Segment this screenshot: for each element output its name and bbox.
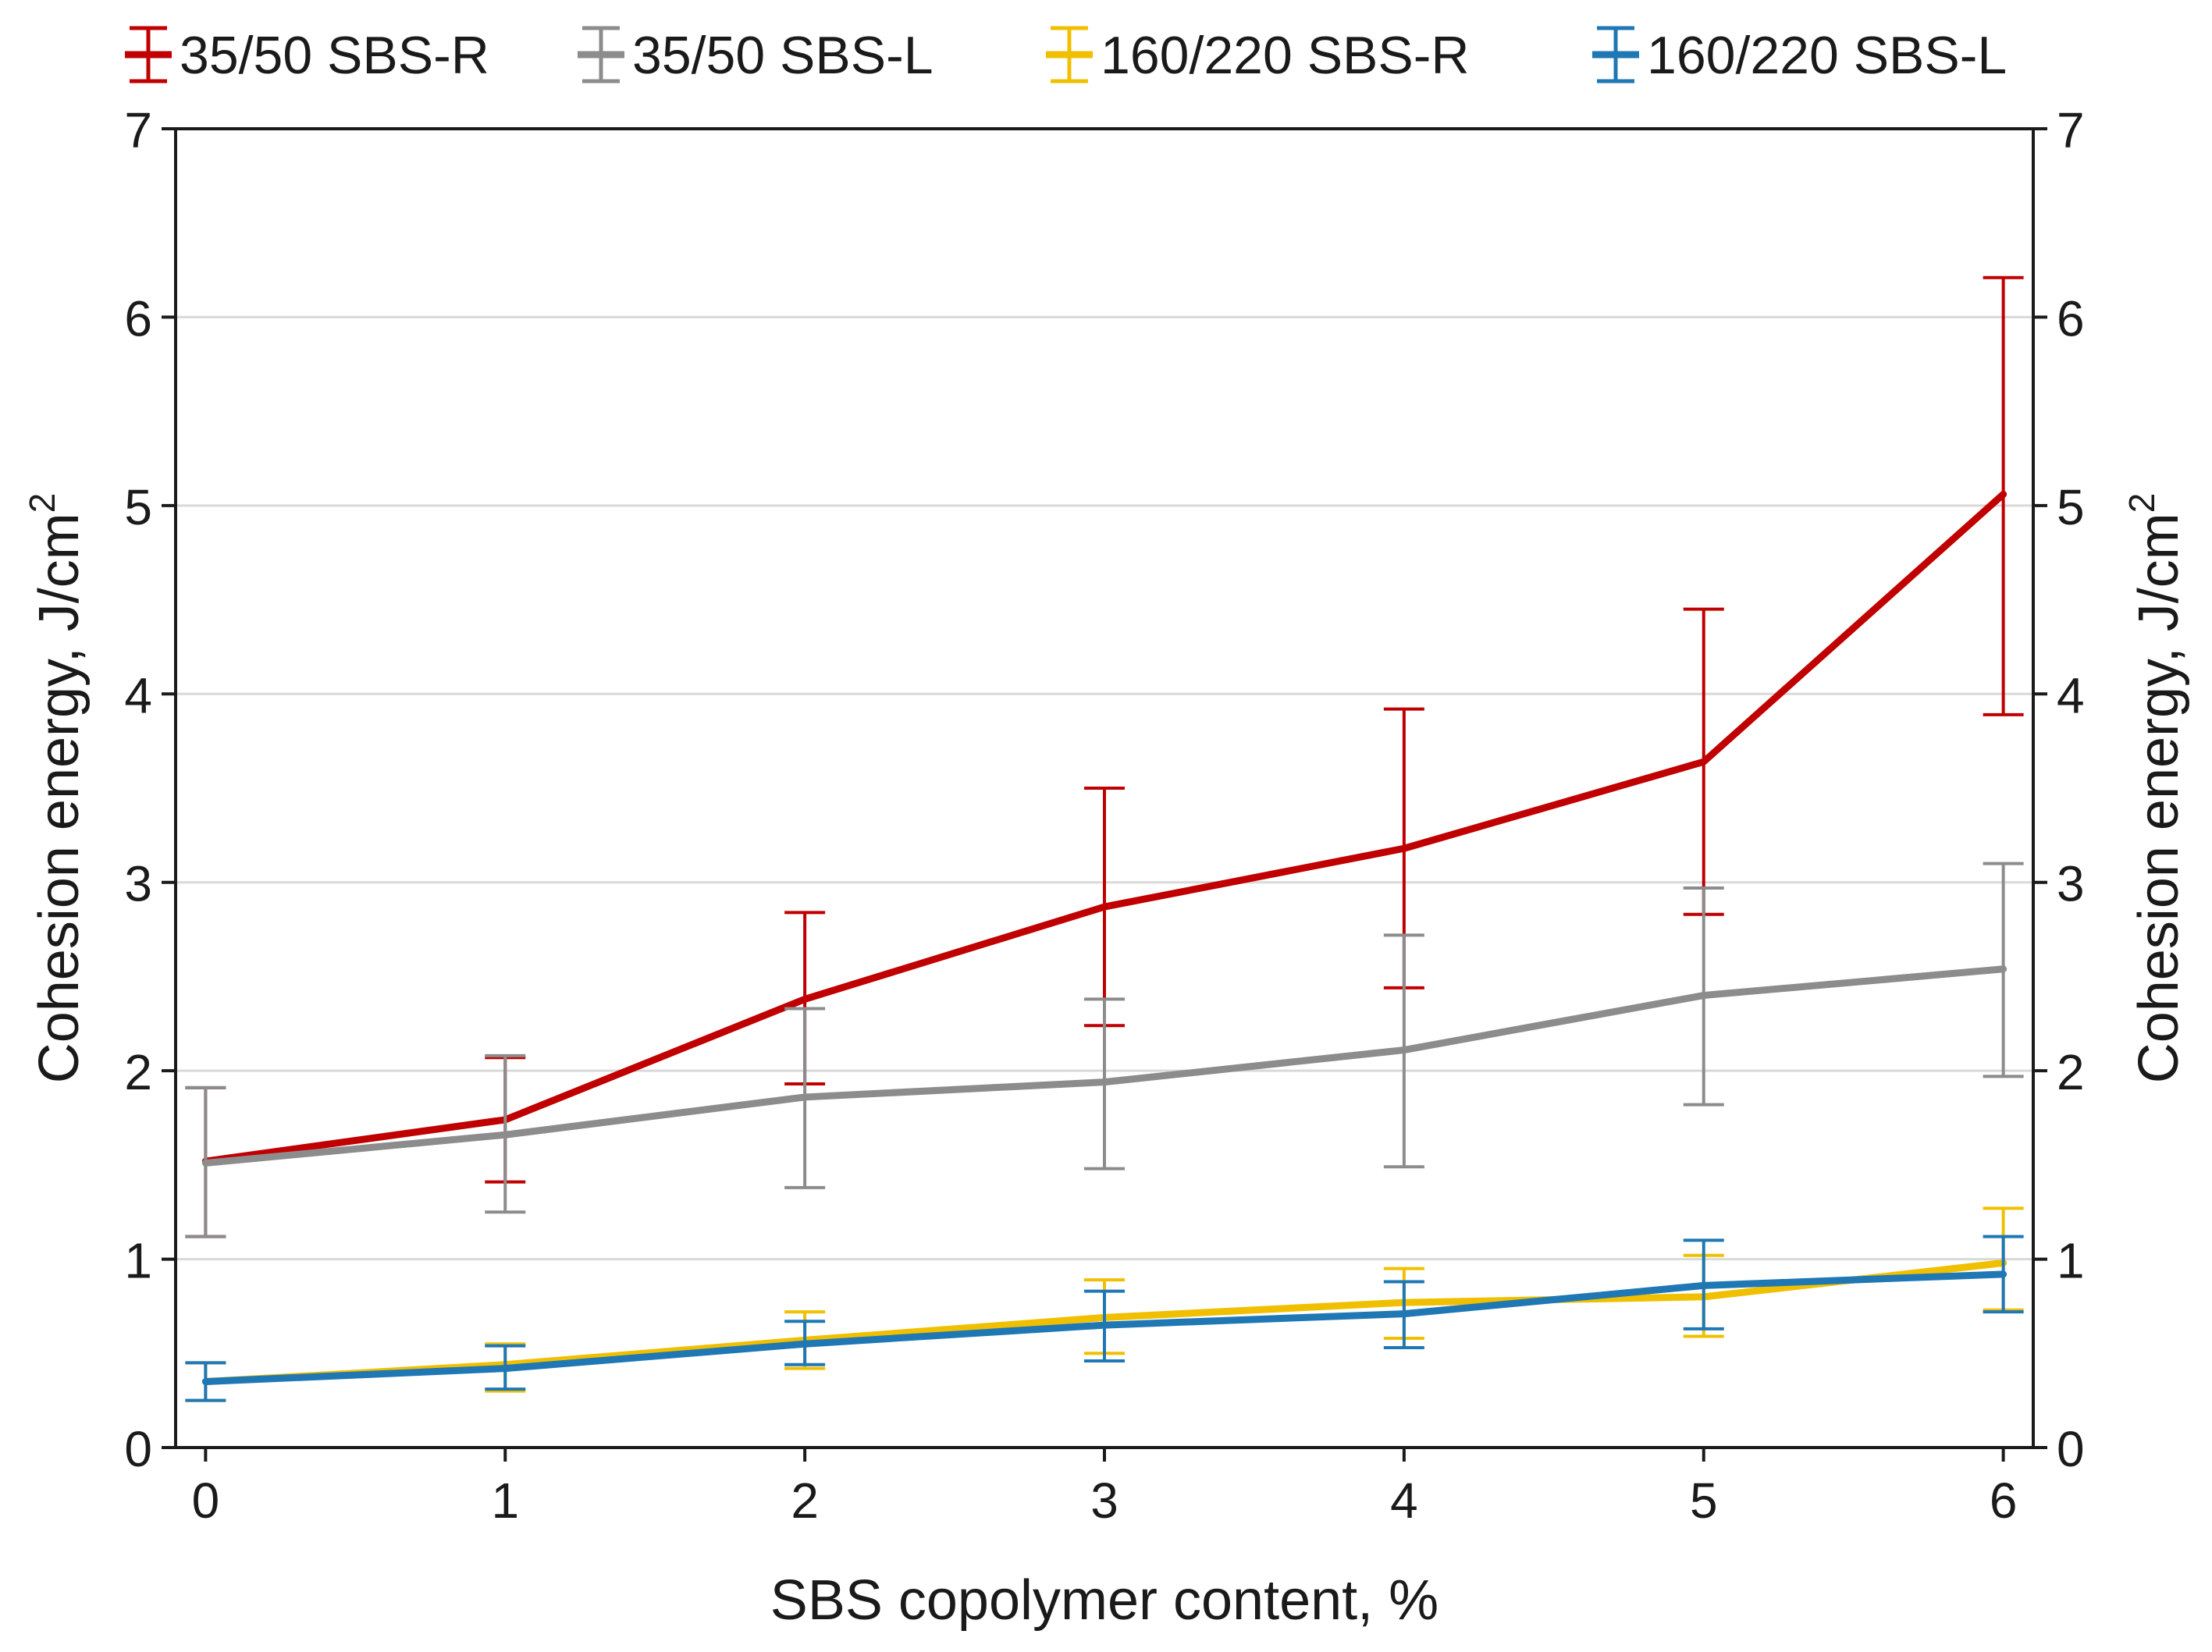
y-tick-label-left: 4 bbox=[124, 667, 152, 723]
y-axis-title-right: Cohesion energy, J/cm2 bbox=[2121, 493, 2190, 1084]
y-tick-label-left: 0 bbox=[124, 1421, 152, 1477]
legend-label: 160/220 SBS-R bbox=[1101, 26, 1470, 85]
legend-item: 35/50 SBS-L bbox=[578, 26, 934, 85]
y-tick-label-right: 6 bbox=[2057, 290, 2085, 346]
x-tick-label: 2 bbox=[791, 1473, 819, 1529]
x-tick-label: 6 bbox=[1990, 1473, 2018, 1529]
series-4 bbox=[185, 1235, 2024, 1402]
y-tick-label-left: 6 bbox=[124, 290, 152, 346]
y-tick-label-left: 5 bbox=[124, 479, 152, 535]
y-axis-title-left: Cohesion energy, J/cm2 bbox=[22, 493, 91, 1084]
series-line bbox=[201, 965, 2008, 1167]
y-tick-label-left: 1 bbox=[124, 1233, 152, 1289]
y-tick-label-left: 2 bbox=[124, 1044, 152, 1100]
x-tick-label: 0 bbox=[192, 1473, 220, 1529]
y-tick-label-left: 3 bbox=[124, 856, 152, 912]
x-tick-label: 1 bbox=[491, 1473, 519, 1529]
y-tick-label-right: 4 bbox=[2057, 667, 2085, 723]
y-tick-label-right: 5 bbox=[2057, 479, 2085, 535]
x-tick-label: 3 bbox=[1090, 1473, 1118, 1529]
legend-item: 35/50 SBS-R bbox=[125, 26, 489, 85]
legend-item: 160/220 SBS-L bbox=[1592, 26, 2007, 85]
y-tick-label-right: 0 bbox=[2057, 1421, 2085, 1477]
legend-label: 35/50 SBS-L bbox=[632, 26, 934, 85]
y-tick-label-right: 7 bbox=[2057, 102, 2085, 158]
legend-label: 35/50 SBS-R bbox=[180, 26, 489, 85]
y-tick-label-right: 3 bbox=[2057, 856, 2085, 912]
y-tick-label-right: 2 bbox=[2057, 1044, 2085, 1100]
x-tick-label: 5 bbox=[1690, 1473, 1718, 1529]
axis-ticks: 0 01 12 23 34 45 56 67 70 1 2 3 4 5 6 bbox=[124, 102, 2084, 1529]
plot-series bbox=[185, 275, 2024, 1402]
legend-item: 160/220 SBS-R bbox=[1046, 26, 1470, 85]
legend: 35/50 SBS-R 35/50 SBS-L 160/220 SBS-R 160/2… bbox=[125, 26, 2007, 85]
y-tick-label-left: 7 bbox=[124, 102, 152, 158]
x-tick-label: 4 bbox=[1390, 1473, 1418, 1529]
series-2 bbox=[185, 862, 2024, 1238]
y-tick-label-right: 1 bbox=[2057, 1233, 2085, 1289]
legend-label: 160/220 SBS-L bbox=[1647, 26, 2007, 85]
series-line bbox=[201, 1270, 2008, 1385]
x-axis-title: SBS copolymer content, % bbox=[770, 1569, 1439, 1632]
